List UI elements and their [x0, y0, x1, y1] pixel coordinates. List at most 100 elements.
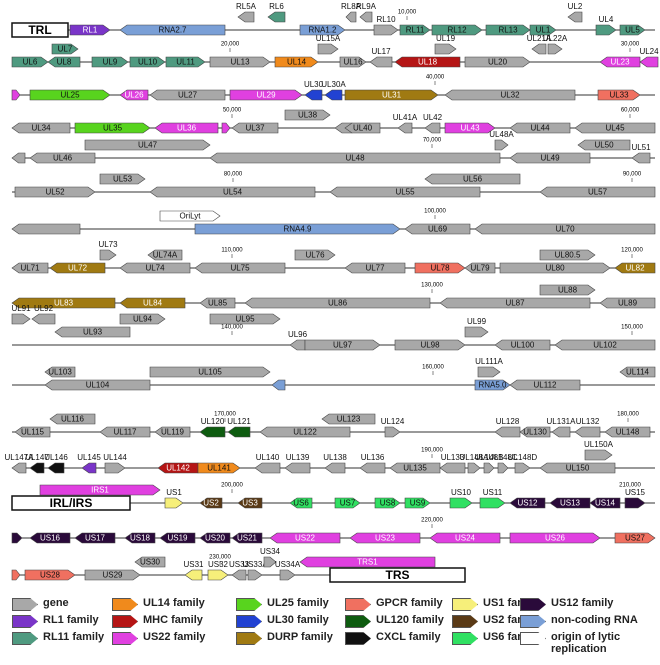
gene-label: UL40 — [353, 124, 373, 133]
gene: RNA5.0 — [474, 379, 511, 391]
gene: UL116 — [49, 413, 96, 425]
gene-arrow — [359, 462, 386, 474]
gene: US30 — [134, 556, 166, 568]
gene-label: RNA2.7 — [158, 26, 187, 35]
gene-label: UL44 — [530, 124, 550, 133]
gene-label: UL148A — [460, 453, 490, 462]
gene-label: UL86 — [328, 299, 348, 308]
gene: TRS1 — [299, 556, 436, 568]
gene-label: UL14 — [287, 58, 307, 67]
gene-label: RL5A — [236, 2, 257, 11]
gene-label: US24 — [455, 534, 476, 543]
gene: US20 — [199, 532, 231, 544]
gene: UL7 — [51, 43, 79, 55]
coordinate-label: 10,000 — [398, 10, 417, 16]
coordinate-label: 80,000 — [224, 172, 243, 178]
gene-arrow — [494, 139, 509, 151]
coordinate-label: 200,000 — [221, 483, 243, 489]
gene: UL105 — [149, 366, 271, 378]
gene-arrow — [509, 152, 591, 164]
gene-arrow — [119, 24, 226, 36]
coordinate-label: 110,000 — [221, 248, 243, 254]
gene-label: UL6 — [23, 58, 38, 67]
gene-label: UL8 — [57, 58, 72, 67]
gene-label: UL79 — [470, 264, 490, 273]
gene-arrow — [317, 43, 339, 55]
gene-label: UL97 — [333, 341, 353, 350]
gene-arrow — [199, 497, 223, 509]
gene: UL14 — [274, 56, 319, 68]
gene-label: UL112 — [534, 381, 558, 390]
gene: UL148C — [488, 453, 518, 474]
gene-label: UL74A — [153, 251, 178, 260]
gene-arrow — [414, 262, 466, 274]
gene-label: UL95 — [235, 315, 255, 324]
gene-label: UL33 — [609, 91, 629, 100]
gene-label: UL105 — [198, 368, 222, 377]
gene: UL53 — [99, 173, 146, 185]
gene-label: US15 — [625, 488, 646, 497]
gene: US29 — [84, 569, 141, 581]
gene-label: UL128 — [496, 417, 520, 426]
gene: TRS — [329, 567, 466, 583]
gene-label: UL52 — [45, 188, 65, 197]
gene-arrow — [44, 379, 151, 391]
gene: UL19 — [434, 34, 457, 55]
legend-swatch — [112, 615, 138, 628]
gene-arrow — [374, 497, 401, 509]
gene-label: UL144 — [103, 453, 127, 462]
gene-label: UL35 — [103, 124, 123, 133]
gene-arrow — [237, 497, 263, 509]
gene-arrow — [159, 210, 221, 222]
legend-item: UL30 family — [236, 614, 329, 628]
gene-arrow — [29, 532, 71, 544]
gene: UL23 — [599, 56, 641, 68]
legend-label: UL25 family — [267, 597, 329, 609]
repeat-label: IRL/IRS — [50, 496, 93, 510]
gene: UL13 — [209, 56, 271, 68]
repeat-region — [11, 495, 131, 511]
gene-label: US33A — [242, 560, 268, 569]
gene-label: US6 — [293, 499, 309, 508]
gene: US19 — [159, 532, 196, 544]
gene-label: UL148D — [508, 453, 538, 462]
gene-fragment — [11, 223, 81, 235]
gene-label: US2 — [203, 499, 219, 508]
gene-label: UL98 — [420, 341, 440, 350]
gene: UL80.5 — [539, 249, 596, 261]
gene-label: UL119 — [161, 428, 185, 437]
gene-label: UL94 — [133, 315, 153, 324]
gene-arrow — [304, 89, 323, 101]
gene-arrow — [344, 262, 406, 274]
gene-arrow — [539, 186, 656, 198]
gene: US26 — [509, 532, 601, 544]
gene-arrow — [129, 56, 166, 68]
gene-label: UL18 — [418, 58, 438, 67]
gene-arrow — [373, 24, 399, 36]
gene-label: UL123 — [337, 415, 361, 424]
gene-arrow — [384, 426, 401, 438]
gene-label: US28 — [40, 571, 61, 580]
gene-arrow — [444, 122, 496, 134]
legend-item: non-coding RNA — [520, 614, 638, 628]
gene-label: UL16 — [343, 58, 363, 67]
gene: UL8 — [47, 56, 81, 68]
gene-label: UL120 — [201, 417, 225, 426]
gene-label: US12 — [517, 499, 538, 508]
gene-label: US16 — [40, 534, 61, 543]
gene-arrow — [229, 89, 303, 101]
gene-label: UL150A — [584, 440, 614, 449]
gene-arrow — [47, 462, 65, 474]
gene: UL76 — [294, 249, 336, 261]
gene: UL147A — [5, 453, 34, 474]
gene-label: UL148C — [488, 453, 518, 462]
gene: UL32 — [444, 89, 576, 101]
legend-swatch — [12, 598, 38, 611]
gene-arrow — [194, 223, 401, 235]
gene-label: UL150 — [566, 464, 590, 473]
gene: US21 — [231, 532, 263, 544]
gene: UL48A — [489, 130, 514, 151]
gene: US34A — [275, 560, 301, 581]
gene-label: UL38 — [298, 111, 318, 120]
gene-fragment — [221, 122, 231, 134]
